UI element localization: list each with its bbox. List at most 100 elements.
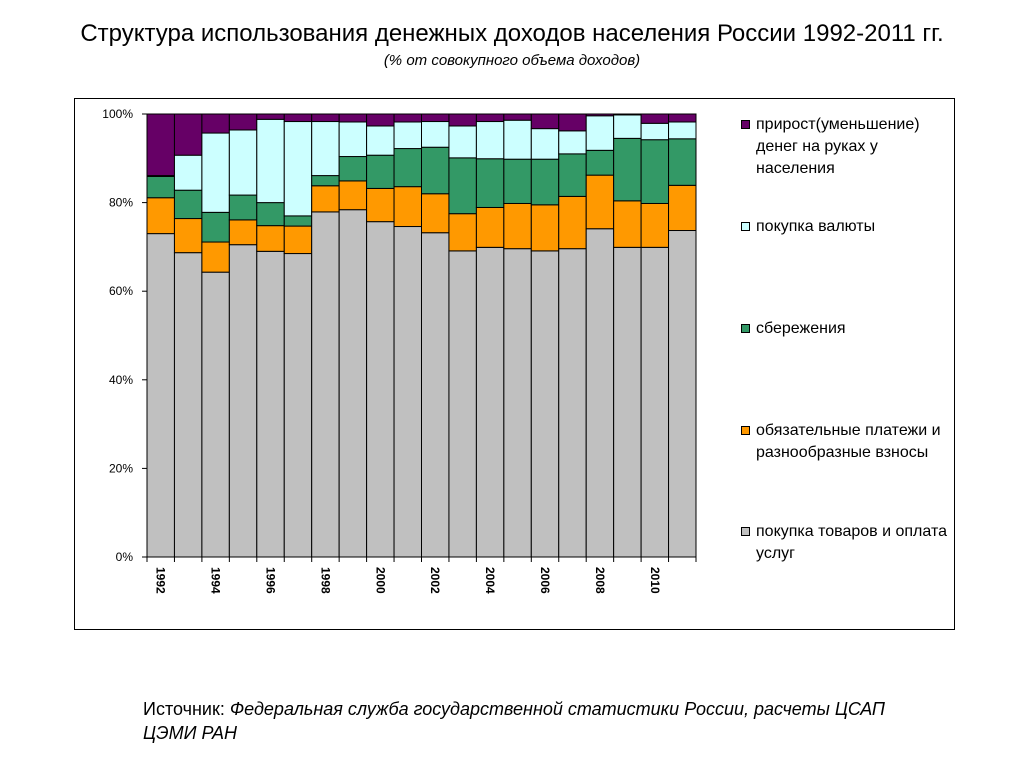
bar-2011-series-0 (668, 230, 697, 558)
bar-1997-series-3 (283, 121, 313, 217)
legend-swatch-payments (741, 426, 750, 435)
bar-2002-series-1 (421, 193, 450, 234)
bar-2002-series-0 (421, 232, 450, 558)
bar-2010-series-0 (640, 246, 670, 558)
legend-label-savings: сбережения (756, 320, 846, 337)
x-tick-label-1994: 1994 (209, 567, 223, 594)
bar-2002-series-2 (421, 146, 450, 195)
bar-1994-series-1 (201, 241, 230, 273)
y-tick-label-5: 100% (102, 107, 133, 121)
bar-1995-series-1 (228, 219, 258, 246)
bar-2001-series-1 (393, 186, 422, 228)
bar-1996-series-1 (256, 225, 285, 252)
bar-2000-series-2 (366, 154, 395, 189)
legend-swatch-consumption (741, 527, 750, 536)
chart-title: Структура использования денежных доходов… (80, 20, 944, 47)
bar-2005-series-0 (503, 248, 532, 558)
bar-1999-series-4 (338, 113, 368, 123)
bar-1994-series-2 (201, 211, 230, 243)
bar-1995-series-2 (228, 194, 258, 221)
x-tick-label-1992: 1992 (154, 567, 168, 594)
chart-plot: 0% 20% 40% 60% 80% 100% 1992 1994 1996 1998 2000 20… (102, 107, 697, 594)
source-note: Источник: Федеральная служба государстве… (143, 697, 943, 745)
bar-2010-series-4 (640, 113, 670, 124)
bar-1995-series-4 (228, 113, 258, 131)
bar-1999-series-0 (338, 209, 368, 558)
bar-2009-series-2 (613, 137, 642, 202)
bar-1993-series-3 (173, 154, 203, 191)
legend-label-currency: покупка валюты (756, 218, 876, 235)
bar-1996-series-2 (256, 202, 285, 227)
chart-subtitle: (% от совокупного объема доходов) (383, 52, 641, 69)
bar-2000-series-1 (366, 187, 395, 223)
bar-1998-series-4 (311, 113, 340, 123)
bar-2007-series-1 (558, 195, 587, 250)
bar-2002-series-3 (421, 121, 450, 148)
bar-2001-series-0 (393, 226, 422, 558)
bar-1992-series-2 (146, 175, 175, 199)
bar-1994-series-0 (201, 271, 230, 558)
bar-1996-series-0 (256, 250, 285, 558)
legend-swatch-savings (741, 324, 750, 333)
bar-1995-series-3 (228, 129, 258, 196)
bar-2011-series-1 (668, 184, 697, 232)
x-tick-label-1998: 1998 (318, 567, 332, 594)
bar-2000-series-0 (366, 221, 395, 558)
bar-2001-series-2 (393, 148, 422, 188)
bar-1992-series-4 (146, 113, 175, 177)
bar-2001-series-3 (393, 121, 422, 150)
bar-1993-series-1 (173, 218, 203, 254)
bar-2008-series-2 (585, 149, 615, 176)
bar-2010-series-2 (640, 139, 670, 204)
bar-2008-series-4 (585, 113, 615, 117)
bar-1995-series-0 (228, 244, 258, 558)
bar-1993-series-2 (173, 189, 203, 220)
bar-2007-series-2 (558, 153, 587, 197)
bar-2002-series-4 (421, 113, 450, 123)
x-tick-label-2000: 2000 (373, 567, 387, 594)
legend-label-payments: обязательные платежи и разнообразные взн… (756, 422, 941, 461)
bar-1993-series-4 (173, 113, 203, 156)
bar-2007-series-3 (558, 130, 587, 155)
legend-label-consumption: покупка товаров и оплата услуг (756, 523, 947, 562)
bar-2009-series-4 (613, 113, 642, 116)
bar-1994-series-4 (201, 113, 230, 134)
bar-1996-series-4 (256, 113, 285, 120)
bar-1997-series-1 (283, 225, 313, 255)
bar-2007-series-4 (558, 113, 587, 132)
bar-2007-series-0 (558, 248, 587, 558)
x-tick-label-1996: 1996 (264, 567, 278, 594)
bar-1998-series-1 (311, 185, 340, 213)
bar-1998-series-2 (311, 175, 340, 187)
bar-2005-series-1 (503, 202, 532, 250)
bar-2006-series-4 (530, 113, 560, 130)
bar-2011-series-2 (668, 138, 697, 186)
bar-2003-series-1 (448, 213, 477, 252)
bar-2009-series-1 (613, 200, 642, 248)
bar-2009-series-3 (613, 114, 642, 139)
bar-2008-series-0 (585, 228, 615, 558)
bar-2006-series-2 (530, 158, 560, 206)
bar-1996-series-3 (256, 118, 285, 204)
bar-2004-series-4 (475, 113, 505, 123)
y-tick-label-3: 60% (109, 284, 133, 298)
bar-1992-series-0 (146, 233, 175, 558)
bar-2005-series-2 (503, 158, 532, 204)
bar-2004-series-0 (475, 246, 505, 558)
legend-swatch-cash (741, 120, 750, 129)
bar-2011-series-3 (668, 121, 697, 140)
x-tick-label-2008: 2008 (593, 567, 607, 594)
bar-1994-series-3 (201, 132, 230, 213)
source-prefix: Источник: (143, 699, 230, 719)
bar-1999-series-3 (338, 121, 368, 158)
bar-2009-series-0 (613, 246, 642, 558)
chart-frame (74, 98, 955, 630)
bar-2008-series-3 (585, 115, 615, 151)
x-tick-label-2006: 2006 (538, 567, 552, 594)
bar-2010-series-3 (640, 122, 670, 141)
bar-2003-series-0 (448, 250, 477, 558)
bar-2000-series-4 (366, 113, 395, 127)
bar-2004-series-2 (475, 158, 505, 208)
y-tick-label-2: 40% (109, 373, 133, 387)
bar-2003-series-2 (448, 157, 477, 215)
